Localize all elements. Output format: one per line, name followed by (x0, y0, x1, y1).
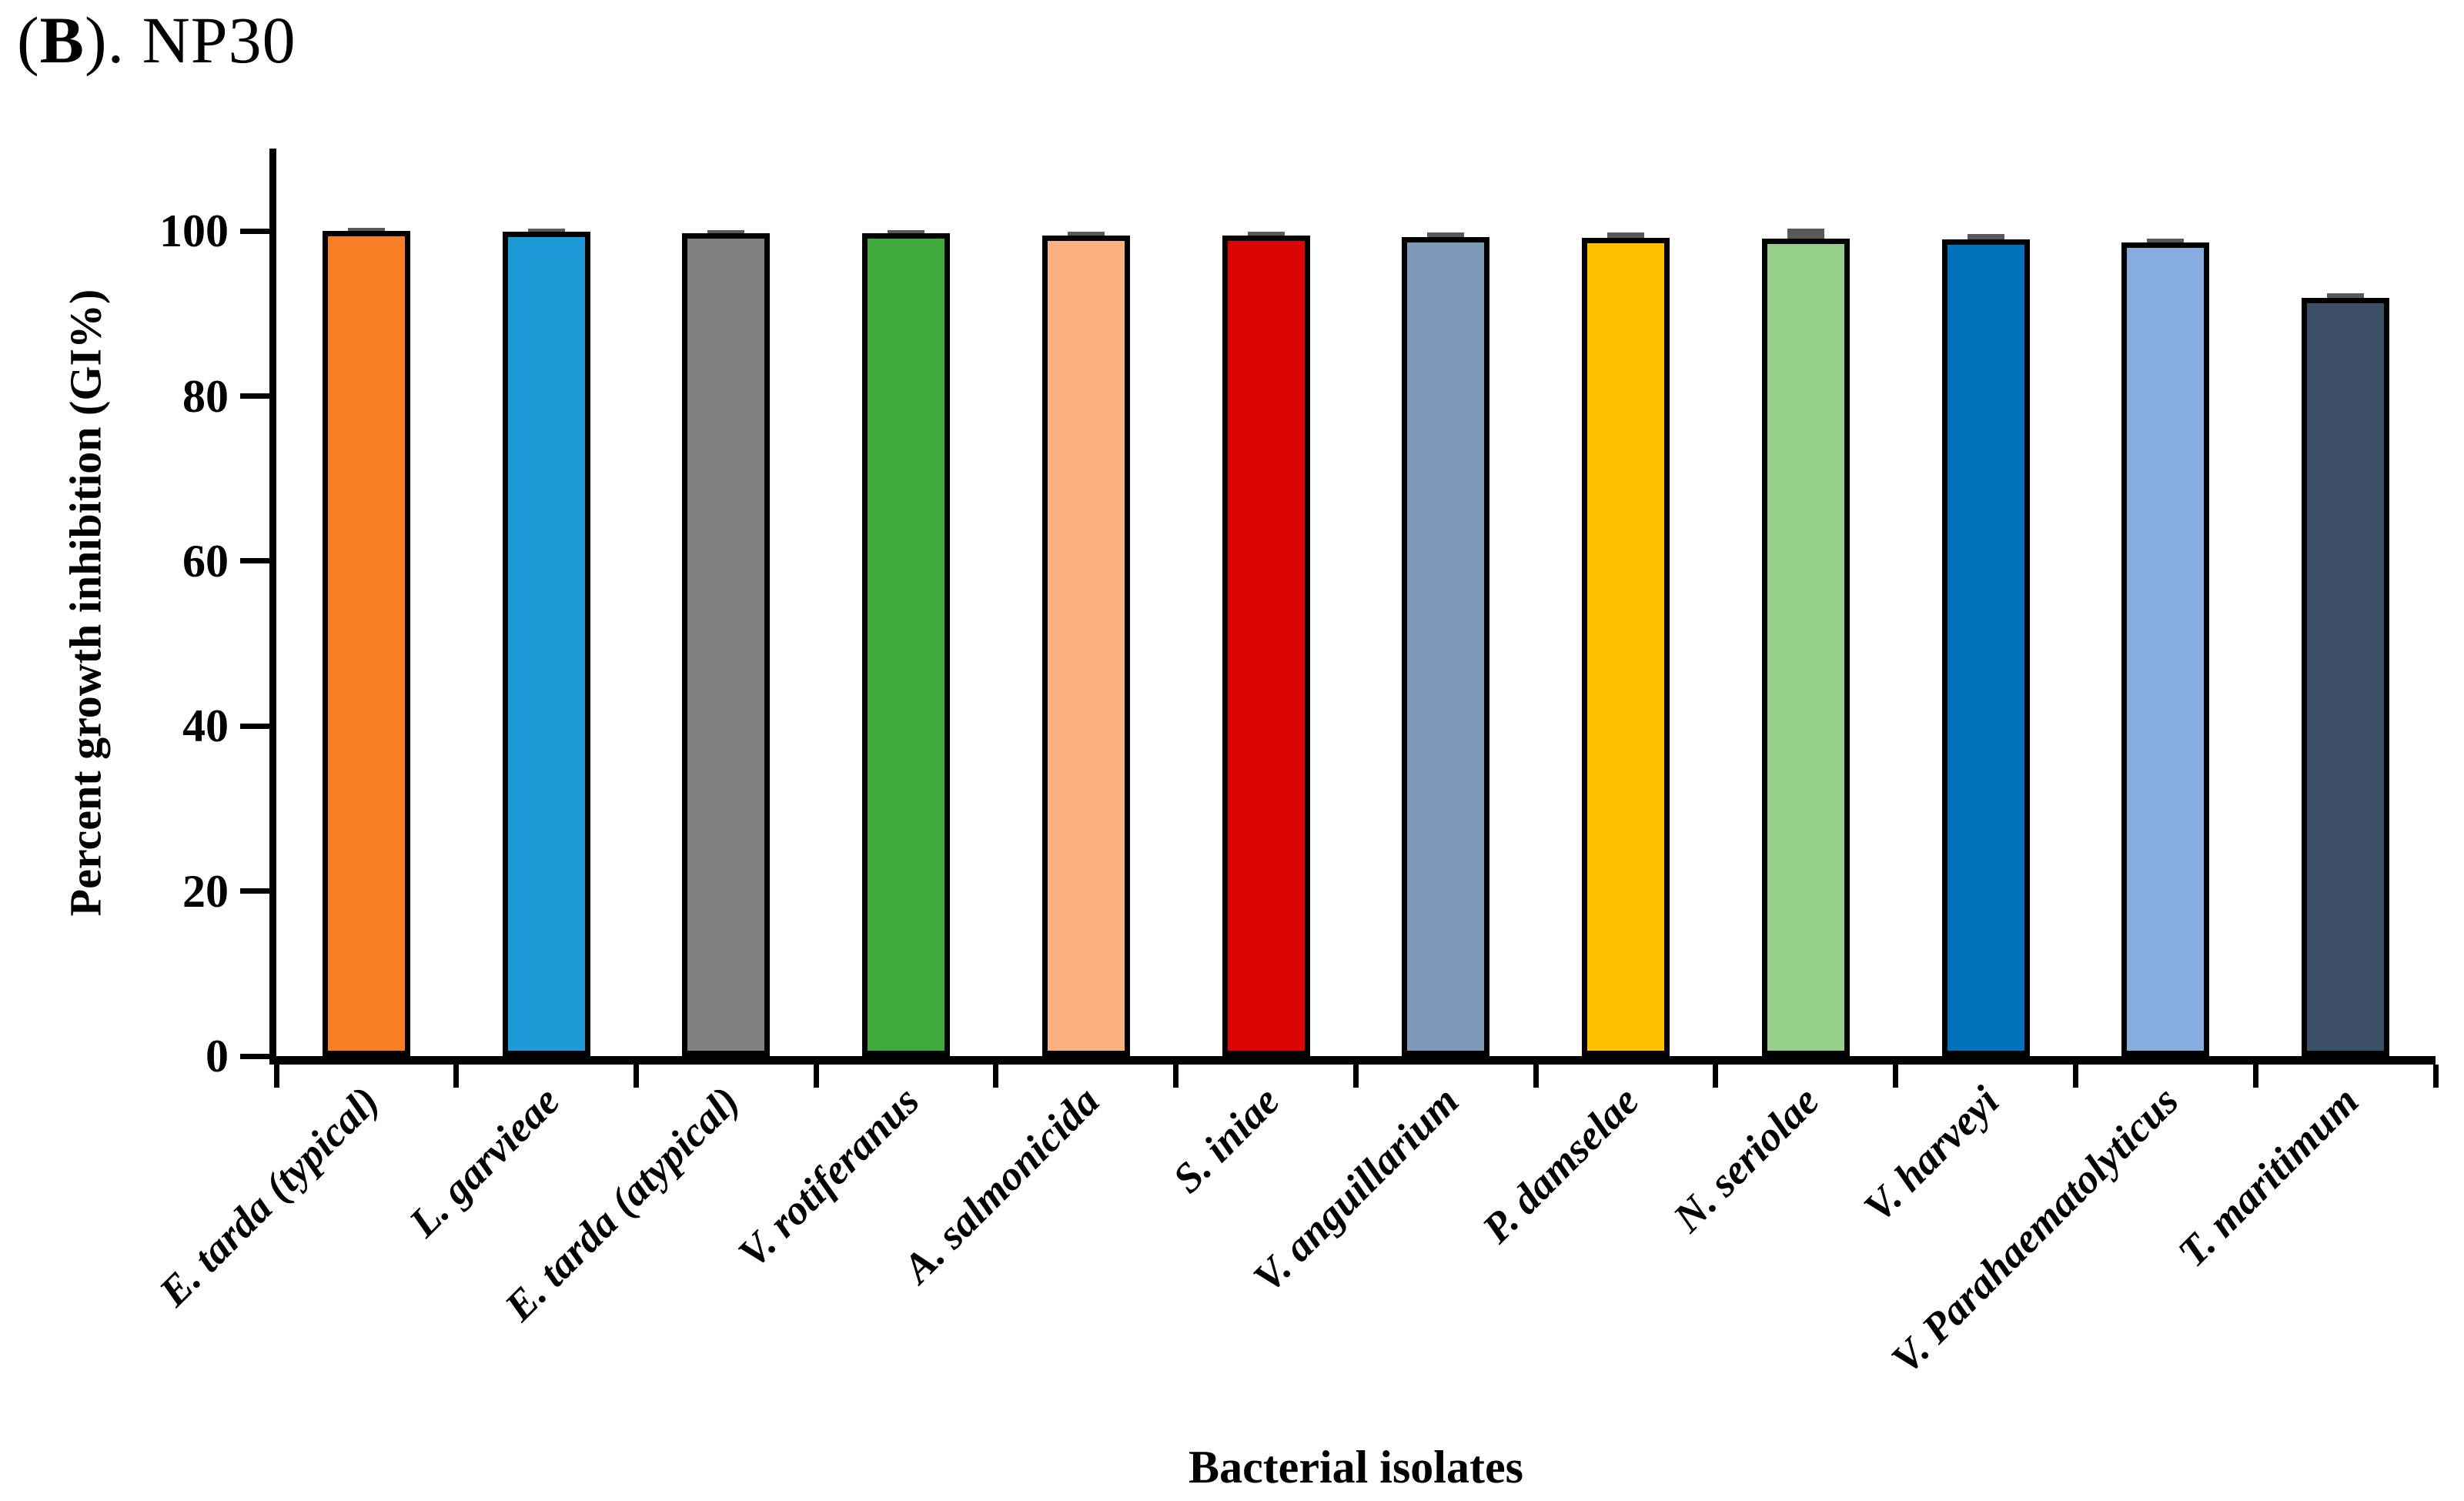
y-axis-tick (240, 558, 269, 564)
x-axis-title: Bacterial isolates (1189, 1442, 1523, 1493)
x-axis-tick (2252, 1065, 2258, 1088)
chart-title: (B). NP30 (17, 2, 296, 79)
bar-e-tarda-typical (322, 231, 410, 1056)
x-axis-tick (633, 1065, 639, 1088)
x-axis-tick (1173, 1065, 1179, 1088)
x-axis-tick (993, 1065, 999, 1088)
bar-n-seriolae (1761, 238, 1850, 1056)
x-axis-tick (1713, 1065, 1719, 1088)
y-axis-tick (240, 228, 269, 234)
x-category-label: E. tarda (typical) (150, 1077, 389, 1315)
bar-a-salmonicida (1041, 235, 1130, 1056)
bar-e-tarda-atypical (682, 233, 771, 1056)
bar-s-iniae (1222, 235, 1310, 1056)
chart-title-prefix: ( (17, 3, 40, 77)
bar-v-harveyi (1941, 239, 2030, 1056)
chart-title-panel-letter: B (39, 3, 85, 77)
y-axis-tick (240, 1053, 269, 1059)
x-category-label: V. harveyi (1854, 1077, 2008, 1231)
x-axis-tick (1353, 1065, 1359, 1088)
y-axis-tick (240, 723, 269, 729)
x-category-label: S. iniae (1163, 1077, 1288, 1202)
x-category-label: L. garvieae (400, 1077, 568, 1246)
y-axis-tick (240, 393, 269, 399)
x-category-label: P. damselae (1473, 1077, 1648, 1252)
x-axis-tick (2432, 1065, 2439, 1088)
plot-area: Percent growth inhibition (GI%) Bacteria… (61, 149, 2439, 1493)
y-axis-title: Percent growth inhibition (GI%) (60, 289, 111, 916)
bar-v-parahaematolyticus (2121, 242, 2210, 1056)
x-axis-tick (273, 1065, 279, 1088)
x-axis-tick (1893, 1065, 1899, 1088)
bar-l-garvieae (502, 232, 590, 1056)
bar-v-rotiferanus (862, 233, 951, 1056)
x-category-label: V. rotiferanus (729, 1077, 928, 1277)
bar-t-maritimum (2302, 298, 2390, 1056)
x-axis-tick (2073, 1065, 2078, 1088)
x-axis-tick (1533, 1065, 1539, 1088)
x-axis-tick (813, 1065, 819, 1088)
bar-p-damselae (1582, 237, 1670, 1056)
bar-v-anguillarium (1402, 236, 1490, 1056)
x-category-label: N. seriolae (1664, 1077, 1828, 1241)
x-category-label: T. maritimum (2168, 1077, 2368, 1276)
x-axis-tick (453, 1065, 460, 1088)
y-axis-tick (240, 888, 269, 894)
chart-title-suffix: ). NP30 (85, 3, 296, 77)
